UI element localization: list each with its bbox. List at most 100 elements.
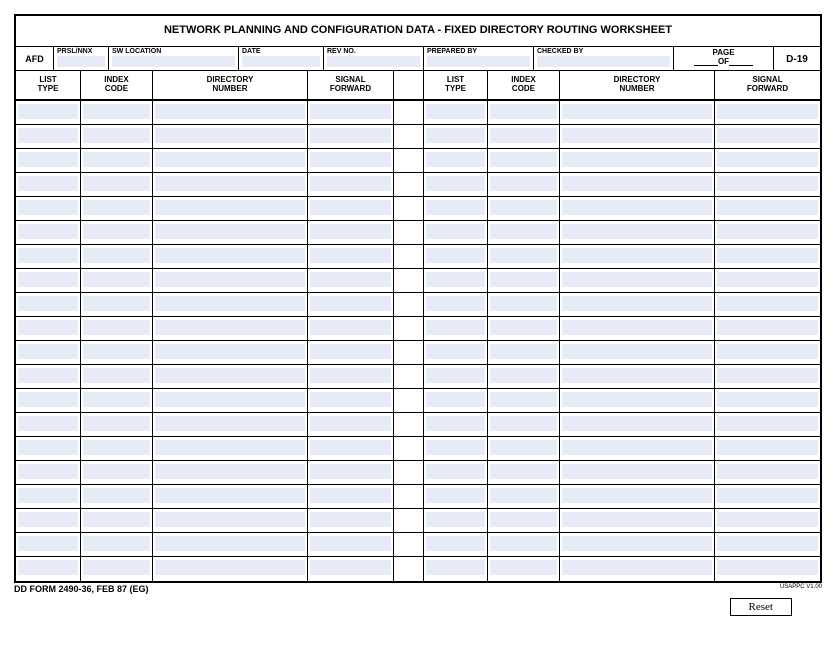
table-cell[interactable] xyxy=(715,101,820,124)
table-cell[interactable] xyxy=(16,509,81,532)
table-cell[interactable] xyxy=(715,293,820,316)
table-cell[interactable] xyxy=(488,341,560,364)
table-cell[interactable] xyxy=(153,341,308,364)
table-cell[interactable] xyxy=(715,173,820,196)
table-cell[interactable] xyxy=(488,509,560,532)
table-cell[interactable] xyxy=(308,149,394,172)
header-rev-no[interactable]: REV NO. xyxy=(324,47,424,70)
table-cell[interactable] xyxy=(424,149,488,172)
table-cell[interactable] xyxy=(153,125,308,148)
table-cell[interactable] xyxy=(308,485,394,508)
table-cell[interactable] xyxy=(715,149,820,172)
table-cell[interactable] xyxy=(81,149,153,172)
table-cell[interactable] xyxy=(16,317,81,340)
table-cell[interactable] xyxy=(308,317,394,340)
table-cell[interactable] xyxy=(424,413,488,436)
table-cell[interactable] xyxy=(81,461,153,484)
table-cell[interactable] xyxy=(488,149,560,172)
table-cell[interactable] xyxy=(308,437,394,460)
table-cell[interactable] xyxy=(153,293,308,316)
table-cell[interactable] xyxy=(488,101,560,124)
table-cell[interactable] xyxy=(81,389,153,412)
header-prsl-nnx[interactable]: PRSL/NNX xyxy=(54,47,109,70)
table-cell[interactable] xyxy=(488,125,560,148)
table-cell[interactable] xyxy=(308,413,394,436)
table-cell[interactable] xyxy=(153,389,308,412)
table-cell[interactable] xyxy=(488,413,560,436)
table-cell[interactable] xyxy=(81,365,153,388)
table-cell[interactable] xyxy=(16,461,81,484)
table-cell[interactable] xyxy=(308,293,394,316)
table-cell[interactable] xyxy=(81,101,153,124)
table-cell[interactable] xyxy=(424,509,488,532)
table-cell[interactable] xyxy=(488,245,560,268)
table-cell[interactable] xyxy=(560,221,715,244)
table-cell[interactable] xyxy=(488,197,560,220)
table-cell[interactable] xyxy=(308,125,394,148)
table-cell[interactable] xyxy=(715,341,820,364)
table-cell[interactable] xyxy=(153,221,308,244)
table-cell[interactable] xyxy=(488,269,560,292)
table-cell[interactable] xyxy=(560,293,715,316)
table-cell[interactable] xyxy=(153,557,308,581)
table-cell[interactable] xyxy=(560,125,715,148)
table-cell[interactable] xyxy=(81,245,153,268)
table-cell[interactable] xyxy=(488,437,560,460)
table-cell[interactable] xyxy=(81,317,153,340)
table-cell[interactable] xyxy=(153,197,308,220)
table-cell[interactable] xyxy=(153,509,308,532)
table-cell[interactable] xyxy=(715,389,820,412)
table-cell[interactable] xyxy=(715,197,820,220)
table-cell[interactable] xyxy=(16,365,81,388)
table-cell[interactable] xyxy=(308,509,394,532)
table-cell[interactable] xyxy=(488,389,560,412)
table-cell[interactable] xyxy=(81,485,153,508)
table-cell[interactable] xyxy=(560,317,715,340)
header-prepared-by[interactable]: PREPARED BY xyxy=(424,47,534,70)
table-cell[interactable] xyxy=(153,461,308,484)
table-cell[interactable] xyxy=(16,557,81,581)
table-cell[interactable] xyxy=(308,461,394,484)
table-cell[interactable] xyxy=(153,437,308,460)
table-cell[interactable] xyxy=(560,365,715,388)
table-cell[interactable] xyxy=(488,365,560,388)
table-cell[interactable] xyxy=(488,533,560,556)
table-cell[interactable] xyxy=(308,365,394,388)
table-cell[interactable] xyxy=(16,221,81,244)
table-cell[interactable] xyxy=(16,245,81,268)
table-cell[interactable] xyxy=(81,341,153,364)
table-cell[interactable] xyxy=(16,293,81,316)
table-cell[interactable] xyxy=(560,413,715,436)
table-cell[interactable] xyxy=(488,293,560,316)
table-cell[interactable] xyxy=(153,365,308,388)
table-cell[interactable] xyxy=(424,485,488,508)
table-cell[interactable] xyxy=(81,509,153,532)
table-cell[interactable] xyxy=(424,533,488,556)
table-cell[interactable] xyxy=(81,197,153,220)
table-cell[interactable] xyxy=(424,437,488,460)
table-cell[interactable] xyxy=(560,173,715,196)
table-cell[interactable] xyxy=(560,533,715,556)
table-cell[interactable] xyxy=(488,485,560,508)
table-cell[interactable] xyxy=(424,173,488,196)
table-cell[interactable] xyxy=(153,485,308,508)
table-cell[interactable] xyxy=(715,533,820,556)
table-cell[interactable] xyxy=(308,557,394,581)
table-cell[interactable] xyxy=(81,125,153,148)
table-cell[interactable] xyxy=(16,197,81,220)
table-cell[interactable] xyxy=(153,101,308,124)
table-cell[interactable] xyxy=(424,341,488,364)
table-cell[interactable] xyxy=(16,437,81,460)
table-cell[interactable] xyxy=(81,269,153,292)
table-cell[interactable] xyxy=(560,485,715,508)
table-cell[interactable] xyxy=(715,125,820,148)
table-cell[interactable] xyxy=(424,197,488,220)
table-cell[interactable] xyxy=(153,269,308,292)
table-cell[interactable] xyxy=(424,221,488,244)
table-cell[interactable] xyxy=(488,557,560,581)
table-cell[interactable] xyxy=(308,221,394,244)
table-cell[interactable] xyxy=(153,317,308,340)
table-cell[interactable] xyxy=(488,221,560,244)
table-cell[interactable] xyxy=(16,269,81,292)
table-cell[interactable] xyxy=(153,149,308,172)
